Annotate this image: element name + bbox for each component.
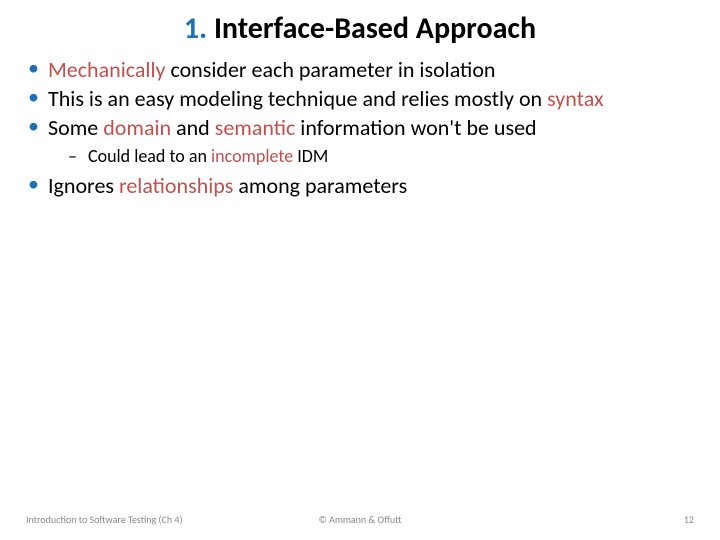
text-plain: consider each parameter in isolation <box>165 56 495 83</box>
title-number: 1. <box>184 10 207 47</box>
text-accent: Mechanically <box>48 56 165 83</box>
footer-left: Introduction to Software Testing (Ch 4) <box>26 513 182 526</box>
text-plain: information won't be used <box>295 114 536 141</box>
bullet-2-text: This is an easy modeling technique and r… <box>48 86 694 113</box>
bullet-3: Some domain and semantic information won… <box>26 115 694 168</box>
bullet-4: Ignores relationships among parameters <box>26 173 694 200</box>
text-accent: semantic <box>215 114 296 141</box>
text-plain: IDM <box>293 145 328 167</box>
slide: 1. Interface-Based Approach Mechanically… <box>0 0 720 540</box>
text-accent: syntax <box>547 85 603 112</box>
title-text: Interface-Based Approach <box>214 10 536 47</box>
text-plain: and <box>171 114 215 141</box>
footer-center: © Ammann & Offutt <box>318 513 401 526</box>
text-plain: Ignores <box>48 172 119 199</box>
sub-bullet-1: Could lead to an incomplete IDM <box>48 145 694 167</box>
text-plain: among parameters <box>233 172 407 199</box>
bullet-list: Mechanically consider each parameter in … <box>26 57 694 200</box>
bullet-1: Mechanically consider each parameter in … <box>26 57 694 84</box>
slide-footer: Introduction to Software Testing (Ch 4) … <box>0 513 720 526</box>
bullet-4-text: Ignores relationships among parameters <box>48 173 694 200</box>
text-accent: incomplete <box>211 145 293 167</box>
bullet-1-text: Mechanically consider each parameter in … <box>48 57 694 84</box>
sub-bullet-list: Could lead to an incomplete IDM <box>48 145 694 167</box>
slide-title: 1. Interface-Based Approach <box>26 10 694 47</box>
text-plain: Could lead to an <box>88 145 211 167</box>
bullet-2: This is an easy modeling technique and r… <box>26 86 694 113</box>
text-accent: domain <box>103 114 171 141</box>
bullet-3-text: Some domain and semantic information won… <box>48 115 694 142</box>
footer-page-number: 12 <box>684 513 694 526</box>
text-plain: Some <box>48 114 103 141</box>
text-accent: relationships <box>119 172 233 199</box>
text-plain: This is an easy modeling technique and r… <box>48 85 547 112</box>
